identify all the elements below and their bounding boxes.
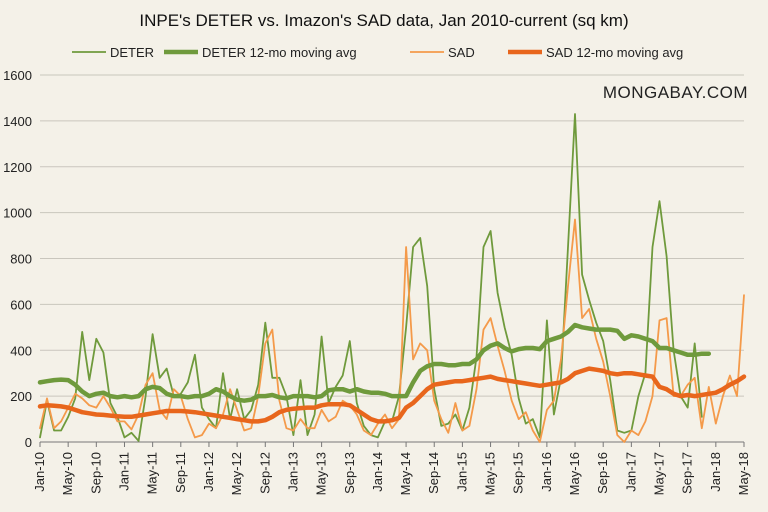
y-tick-label: 800 bbox=[10, 252, 32, 267]
y-tick-label: 1000 bbox=[3, 206, 32, 221]
x-tick-label: Jan-11 bbox=[116, 452, 131, 491]
series-line-sad bbox=[39, 218, 745, 443]
x-tick-label: Jan-14 bbox=[370, 452, 385, 492]
y-tick-label: 1200 bbox=[3, 160, 32, 175]
y-tick-label: 600 bbox=[10, 297, 32, 312]
series-line-sad-12-mo-moving-avg bbox=[37, 366, 747, 424]
series-line-deter-12-mo-moving-avg bbox=[37, 322, 712, 403]
x-tick-label: Sep-13 bbox=[342, 452, 357, 494]
x-tick-label: May-14 bbox=[398, 452, 413, 495]
watermark: MONGABAY.COM bbox=[603, 83, 748, 102]
x-tick-label: Jan-13 bbox=[285, 452, 300, 492]
x-tick-label: May-17 bbox=[652, 452, 667, 495]
x-tick-label: Jan-10 bbox=[32, 452, 47, 492]
legend-label: SAD 12-mo moving avg bbox=[546, 45, 683, 60]
x-tick-label: Jan-15 bbox=[454, 452, 469, 492]
x-tick-label: Sep-17 bbox=[680, 452, 695, 494]
y-tick-label: 1600 bbox=[3, 68, 32, 83]
x-tick-label: May-16 bbox=[567, 452, 582, 495]
x-tick-label: Jan-12 bbox=[201, 452, 216, 492]
x-tick-label: May-10 bbox=[60, 452, 75, 495]
x-tick-label: Sep-12 bbox=[257, 452, 272, 494]
y-tick-label: 0 bbox=[25, 435, 32, 450]
x-tick-label: Sep-14 bbox=[426, 452, 441, 494]
legend-label: DETER bbox=[110, 45, 154, 60]
x-tick-label: Jan-18 bbox=[708, 452, 723, 492]
legend-label: DETER 12-mo moving avg bbox=[202, 45, 357, 60]
x-tick-label: Jan-17 bbox=[623, 452, 638, 492]
x-axis: Jan-10 May-10 Sep-10 Jan-11 May-11 Sep-11 Jan-… bbox=[32, 441, 751, 495]
y-axis: 0 200 400 600 800 1000 1200 1400 1600 bbox=[3, 68, 32, 450]
x-tick-label: Sep-11 bbox=[173, 452, 188, 493]
legend: DETER DETER 12-mo moving avg SAD SAD 12-mo … bbox=[72, 45, 683, 60]
legend-label: SAD bbox=[448, 45, 475, 60]
chart-title: INPE's DETER vs. Imazon's SAD data, Jan … bbox=[139, 11, 628, 30]
x-tick-label: May-18 bbox=[736, 452, 751, 495]
x-tick-label: Sep-16 bbox=[595, 452, 610, 494]
x-tick-label: May-15 bbox=[483, 452, 498, 495]
series-layer bbox=[37, 113, 747, 443]
x-tick-label: May-12 bbox=[229, 452, 244, 495]
y-tick-label: 200 bbox=[10, 389, 32, 404]
y-tick-label: 400 bbox=[10, 343, 32, 358]
y-tick-label: 1400 bbox=[3, 114, 32, 129]
x-tick-label: Sep-10 bbox=[88, 452, 103, 494]
x-tick-label: Jan-16 bbox=[539, 452, 554, 492]
x-tick-label: May-13 bbox=[314, 452, 329, 495]
x-tick-label: May-11 bbox=[145, 452, 160, 494]
x-tick-label: Sep-15 bbox=[511, 452, 526, 494]
